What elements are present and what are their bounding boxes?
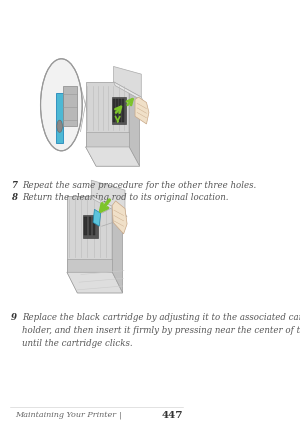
Polygon shape [67,259,112,272]
Polygon shape [122,99,124,122]
Polygon shape [67,196,112,272]
Polygon shape [91,180,125,213]
Polygon shape [82,215,98,238]
Polygon shape [116,99,118,122]
Polygon shape [93,209,101,226]
Polygon shape [86,147,140,166]
Polygon shape [67,272,123,293]
Text: Return the cleaning rod to its original location.: Return the cleaning rod to its original … [22,193,229,202]
Polygon shape [113,82,143,101]
Text: Maintaining Your Printer: Maintaining Your Printer [15,412,116,419]
Text: 9: 9 [11,313,16,322]
Polygon shape [129,82,140,166]
Text: |: | [119,412,122,419]
Text: 7: 7 [11,181,16,190]
Polygon shape [63,86,77,126]
Polygon shape [86,147,140,166]
Text: 447: 447 [162,411,183,420]
Polygon shape [112,196,123,293]
Polygon shape [93,217,95,236]
Polygon shape [84,217,87,236]
Text: 8: 8 [11,193,16,202]
Polygon shape [135,97,149,124]
Text: Replace the black cartridge by adjusting it to the associated cartridge: Replace the black cartridge by adjusting… [22,313,300,322]
Text: until the cartridge clicks.: until the cartridge clicks. [22,339,133,348]
Polygon shape [91,196,127,217]
Polygon shape [88,217,91,236]
Polygon shape [86,132,129,147]
Circle shape [57,120,62,132]
Polygon shape [119,99,121,122]
Polygon shape [112,201,127,234]
Circle shape [40,59,82,151]
Text: holder, and then insert it firmly by pressing near the center of the label: holder, and then insert it firmly by pre… [22,326,300,335]
Polygon shape [113,66,141,97]
Polygon shape [56,93,63,143]
Text: Repeat the same procedure for the other three holes.: Repeat the same procedure for the other … [22,181,256,190]
Polygon shape [113,99,115,122]
Polygon shape [86,82,129,147]
Polygon shape [67,272,123,293]
Polygon shape [112,97,126,124]
